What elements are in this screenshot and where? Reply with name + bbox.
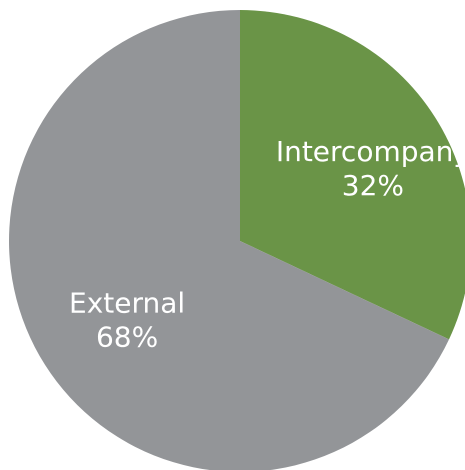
pie-slice-intercompany	[240, 10, 465, 340]
slice-value-intercompany: 32%	[342, 169, 404, 202]
slice-label-intercompany: Intercompany	[276, 135, 465, 168]
slice-value-external: 68%	[96, 321, 158, 354]
slice-label-external: External	[69, 287, 185, 320]
pie-slice-external	[9, 10, 450, 470]
slices-layer	[9, 10, 465, 470]
